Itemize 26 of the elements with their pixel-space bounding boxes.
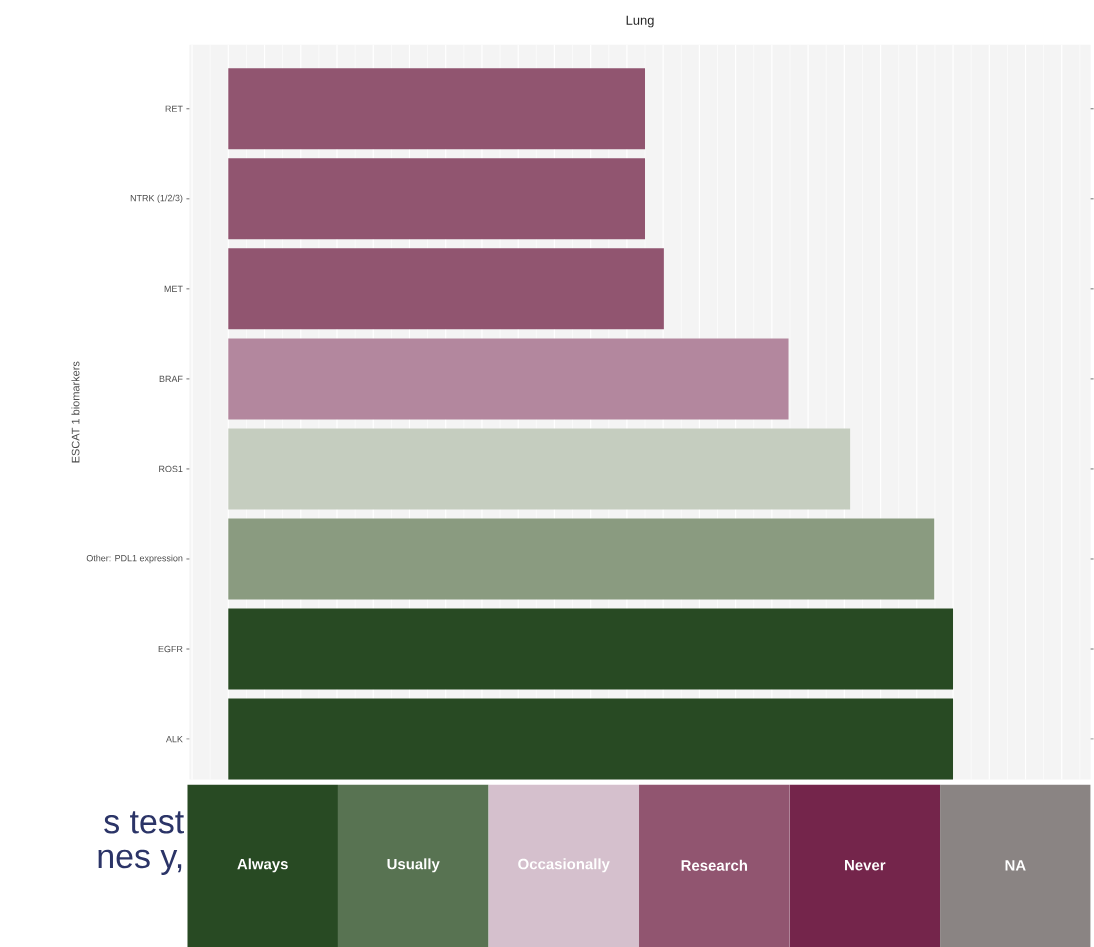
bar bbox=[228, 608, 954, 690]
y-tick-label: ALK bbox=[165, 735, 183, 743]
category-label: Usually bbox=[387, 858, 440, 873]
text: nes y, bbox=[98, 849, 182, 875]
category-label: Never bbox=[845, 860, 886, 871]
y-tick-label: NTRK (1/2/3) bbox=[130, 194, 183, 203]
y-tick-label: Other: PDL1 expression bbox=[86, 554, 183, 564]
category-label: Research bbox=[681, 859, 748, 871]
text: s test bbox=[104, 811, 184, 834]
category-label: Always bbox=[237, 858, 288, 873]
y-tick-label: ROS1 bbox=[159, 465, 183, 473]
y-tick-label: MET bbox=[164, 285, 183, 292]
bar bbox=[228, 68, 646, 150]
bar bbox=[228, 338, 789, 420]
y-tick-label: RET bbox=[165, 105, 183, 112]
bar bbox=[228, 248, 664, 330]
bar bbox=[228, 698, 954, 780]
category-label: Occasionally bbox=[518, 858, 610, 873]
y-axis-title: ESCAT 1 biomarkers bbox=[71, 361, 80, 463]
category-label: NA bbox=[1005, 860, 1026, 871]
bar bbox=[228, 518, 935, 600]
y-tick-label: BRAF bbox=[159, 375, 183, 382]
y-tick-label: EGFR bbox=[158, 645, 183, 653]
chart-title: Lung bbox=[626, 15, 654, 28]
bar bbox=[228, 428, 851, 510]
bar bbox=[228, 158, 646, 240]
